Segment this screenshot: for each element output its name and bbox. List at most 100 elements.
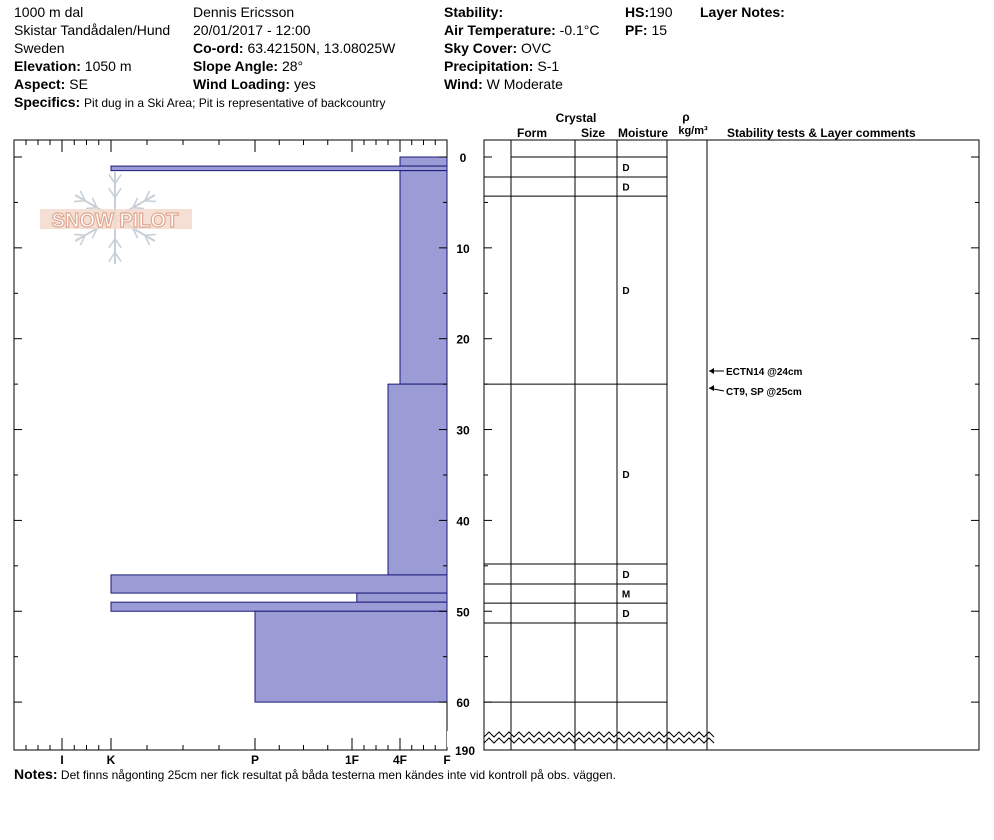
- flake-branch: [144, 199, 156, 203]
- coord-row: Co-ord: 63.42150N, 13.08025W: [193, 39, 395, 57]
- form-header: Form: [517, 126, 547, 140]
- notes-row: Notes: Det finns någonting 25cm ner fick…: [14, 766, 616, 782]
- size-header: Size: [581, 126, 605, 140]
- depth-break-zigzag: [483, 731, 715, 738]
- stability-label: Stability:: [444, 4, 504, 20]
- stability-comments-header: Stability tests & Layer comments: [727, 126, 916, 140]
- hs-row: HS:190: [625, 3, 672, 21]
- sky-cover-label: Sky Cover:: [444, 40, 518, 56]
- flake-branch: [144, 233, 156, 237]
- stability-arrow-head: [709, 368, 714, 375]
- moisture-header: Moisture: [618, 126, 668, 140]
- flake-branch: [108, 238, 116, 249]
- pf-value: 15: [651, 22, 668, 38]
- wind-loading-value: yes: [293, 76, 316, 92]
- hardness-layer-bar: [110, 574, 448, 594]
- watermark-banner: [40, 209, 192, 229]
- moisture-value: M: [622, 590, 630, 601]
- flake-branch: [91, 228, 98, 239]
- depth-max-label: 190: [455, 744, 475, 758]
- coord-label: Co-ord:: [193, 40, 244, 56]
- hardness-tick-label: K: [107, 753, 116, 767]
- hardness-layer-bar: [399, 156, 448, 167]
- hs-label: HS:: [625, 4, 650, 20]
- flake-branch: [108, 173, 116, 184]
- observer-name: Dennis Ericsson: [193, 4, 295, 20]
- elevation-label: Elevation:: [14, 58, 81, 74]
- flake-branch: [91, 197, 98, 208]
- slope-label: Slope Angle:: [193, 58, 279, 74]
- notes-text: Det finns någonting 25cm ner fick result…: [60, 768, 616, 782]
- flake-branch: [132, 197, 139, 208]
- snowflake-icon: [40, 172, 192, 264]
- depth-tick-label: 30: [456, 424, 470, 438]
- hardness-tick-label: 4F: [393, 753, 407, 767]
- slope-row: Slope Angle: 28°: [193, 57, 303, 75]
- precip-label: Precipitation:: [444, 58, 534, 74]
- specifics-value: Pit dug in a Ski Area; Pit is representa…: [84, 96, 386, 110]
- specifics-label: Specifics:: [14, 94, 81, 110]
- flake-branch: [108, 187, 116, 198]
- hardness-layer-bar: [254, 610, 448, 703]
- depth-tick-label: 0: [460, 151, 467, 165]
- flake-branch: [79, 234, 86, 246]
- specifics-row: Specifics: Pit dug in a Ski Area; Pit is…: [14, 93, 386, 112]
- stability-arrow-head: [709, 385, 714, 392]
- flake-branch: [114, 173, 122, 184]
- hardness-layer-bar: [110, 601, 448, 612]
- density-unit-header: kg/m³: [678, 125, 708, 137]
- hardness-layer-bar: [110, 165, 448, 172]
- slope-value: 28°: [281, 58, 304, 74]
- moisture-value: D: [622, 163, 629, 174]
- layer-table-frame: [483, 139, 980, 751]
- hardness-layer-bar: [387, 383, 448, 576]
- flake-branch: [108, 252, 116, 263]
- moisture-value: D: [622, 183, 629, 194]
- notes-label: Notes:: [14, 766, 58, 782]
- flake-branch: [132, 206, 144, 210]
- rho-header: ρ: [682, 110, 689, 124]
- depth-tick-label: 50: [456, 605, 470, 619]
- coord-value: 63.42150N, 13.08025W: [247, 40, 396, 56]
- depth-tick-label: 40: [456, 514, 470, 528]
- flake-branch: [74, 233, 86, 237]
- air-temp-row: Air Temperature: -0.1°C: [444, 21, 600, 39]
- elevation-row: Elevation: 1050 m: [14, 57, 132, 75]
- flake-branch: [132, 228, 139, 239]
- hardness-tick-label: 1F: [345, 753, 359, 767]
- wind-value: W Moderate: [486, 76, 563, 92]
- flake-branch: [114, 238, 122, 249]
- hardness-tick-label: I: [60, 753, 63, 767]
- depth-break-zigzag: [483, 737, 715, 744]
- observation-datetime: 20/01/2017 - 12:00: [193, 22, 311, 38]
- flake-branch: [144, 190, 151, 202]
- crystal-header: Crystal: [556, 111, 597, 125]
- sky-cover-value: OVC: [521, 40, 552, 56]
- flake-branch: [86, 206, 98, 210]
- location-line-2: Skistar Tandådalen/Hund: [14, 22, 171, 38]
- flake-branch: [144, 234, 151, 246]
- wind-label: Wind:: [444, 76, 483, 92]
- flake-branch: [79, 190, 86, 202]
- precip-row: Precipitation: S-1: [444, 57, 559, 75]
- sky-cover-row: Sky Cover: OVC: [444, 39, 551, 57]
- aspect-row: Aspect: SE: [14, 75, 88, 93]
- axis-break-gap: [447, 731, 451, 747]
- layer-table: Crystal Form Size Moisture ρ kg/m³ Stabi…: [447, 110, 916, 750]
- hardness-tick-label: P: [251, 753, 259, 767]
- hardness-layer-bar: [399, 170, 448, 385]
- stability-test-label: CT9, SP @25cm: [726, 387, 802, 398]
- wind-loading-row: Wind Loading: yes: [193, 75, 316, 93]
- aspect-label: Aspect:: [14, 76, 66, 92]
- flake-branch: [114, 252, 122, 263]
- layer-notes-label: Layer Notes:: [700, 4, 785, 20]
- precip-value: S-1: [537, 58, 560, 74]
- location-line-3: Sweden: [14, 40, 65, 56]
- aspect-value: SE: [69, 76, 88, 92]
- flake-branch: [74, 199, 86, 203]
- moisture-value: D: [622, 470, 629, 481]
- moisture-value: D: [622, 286, 629, 297]
- stability-tests: ECTN14 @24cm CT9, SP @25cm: [708, 367, 803, 398]
- hs-value: 190: [649, 4, 673, 20]
